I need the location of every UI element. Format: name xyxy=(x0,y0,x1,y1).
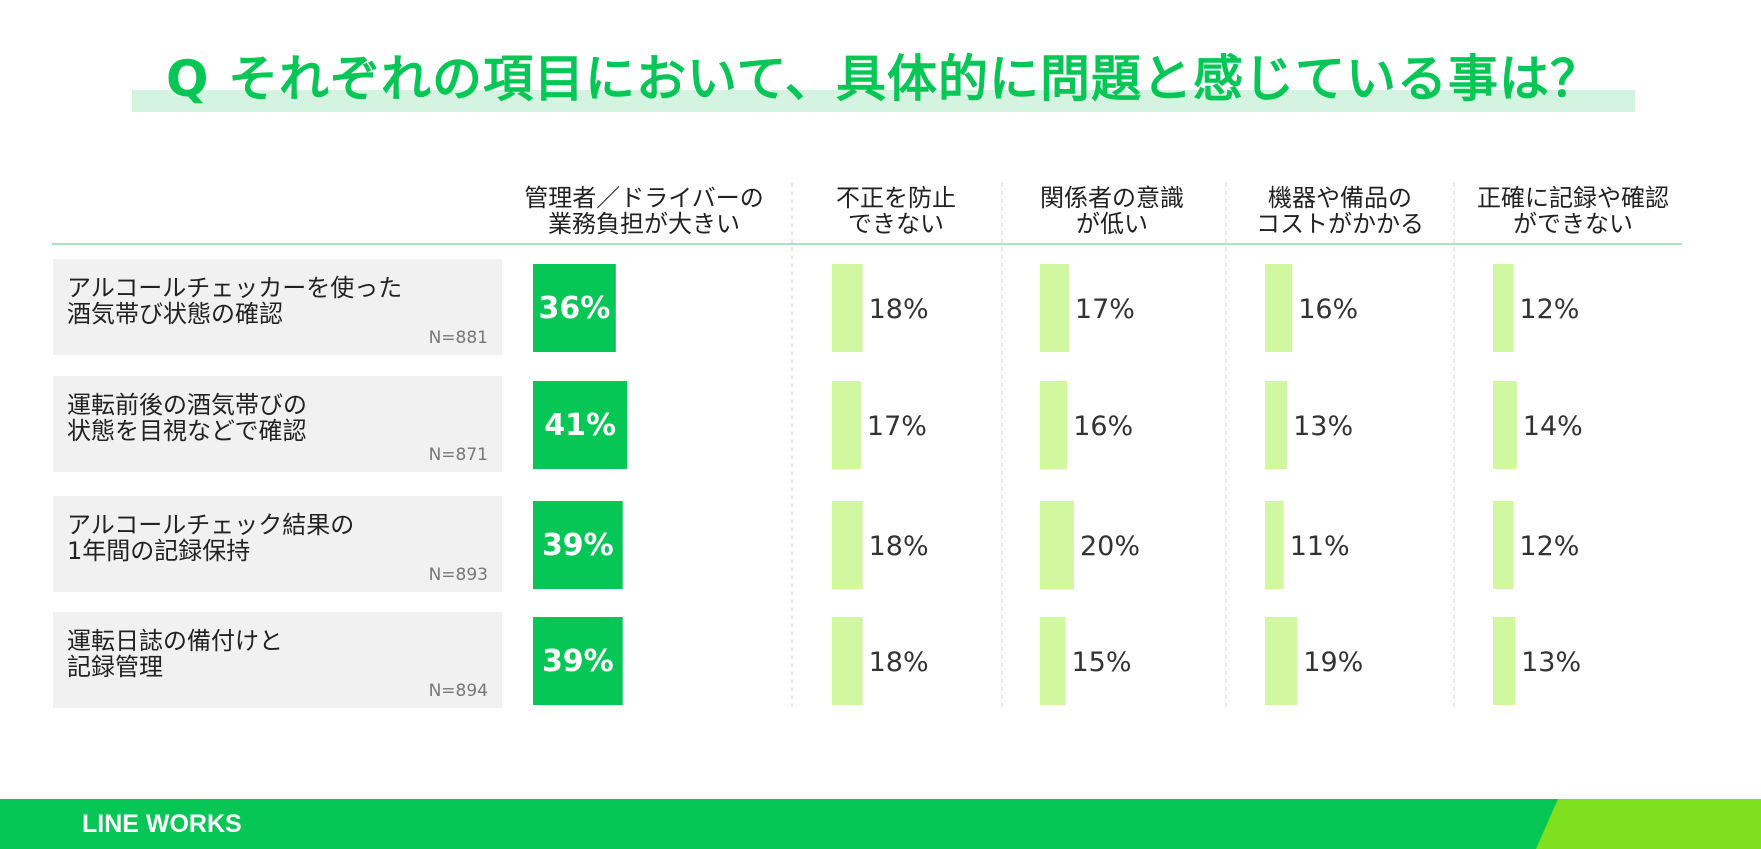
bar-r1-c4 xyxy=(1265,264,1293,352)
row-n-2: N=871 xyxy=(429,445,488,465)
row-label-2: 運転前後の酒気帯びの状態を目視などで確認 xyxy=(67,391,307,445)
bar-r1-c3 xyxy=(1040,264,1069,352)
bar-r2-c3 xyxy=(1040,381,1068,469)
bar-r3-c3 xyxy=(1040,501,1074,589)
bar-r3-c5 xyxy=(1493,501,1514,589)
footer-logo: LINE WORKS xyxy=(82,810,242,838)
footer-accent xyxy=(1536,799,1761,849)
footer-bar: LINE WORKS xyxy=(0,799,1761,849)
value-label-r3-c2: 18% xyxy=(869,531,929,562)
bar-r2-c1 xyxy=(533,381,628,469)
value-label-r1-c4: 16% xyxy=(1298,294,1358,325)
chart-area: 管理者／ドライバーの業務負担が大きい 不正を防止できない 関係者の意識が低い 機器や備… xyxy=(52,183,1682,708)
row-label-box-3 xyxy=(53,496,502,592)
column-header-5: 正確に記録や確認ができない xyxy=(1477,184,1669,238)
column-header-1: 管理者／ドライバーの業務負担が大きい xyxy=(524,184,764,238)
bar-r1-c5 xyxy=(1493,264,1514,352)
value-label-r3-c5: 12% xyxy=(1519,531,1579,562)
bar-r4-c3 xyxy=(1040,617,1066,705)
row-label-1: アルコールチェッカーを使った酒気帯び状態の確認 xyxy=(67,274,402,328)
value-label-r2-c1: 41% xyxy=(544,408,616,443)
bar-r1-c1 xyxy=(533,264,616,352)
value-label-r3-c3: 20% xyxy=(1080,531,1140,562)
value-label-r2-c4: 13% xyxy=(1293,411,1353,442)
value-label-r3-c1: 39% xyxy=(542,528,614,563)
row-n-4: N=894 xyxy=(429,681,488,701)
bar-r2-c5 xyxy=(1493,381,1517,469)
bar-r2-c2 xyxy=(832,381,861,469)
row-n-1: N=881 xyxy=(429,328,488,348)
column-header-2: 不正を防止できない xyxy=(836,184,956,238)
row-label-3: アルコールチェック結果の 1年間の記録保持 xyxy=(67,511,354,565)
value-label-r4-c4: 19% xyxy=(1303,647,1363,678)
bar-r3-c2 xyxy=(832,501,863,589)
value-label-r4-c1: 39% xyxy=(542,644,614,679)
value-label-r1-c1: 36% xyxy=(538,291,610,326)
value-label-r4-c3: 15% xyxy=(1072,647,1132,678)
value-label-r4-c2: 18% xyxy=(869,647,929,678)
value-label-r2-c2: 17% xyxy=(867,411,927,442)
bar-r4-c4 xyxy=(1265,617,1298,705)
value-label-r3-c4: 11% xyxy=(1290,531,1350,562)
value-label-r2-c3: 16% xyxy=(1073,411,1133,442)
bar-r3-c1 xyxy=(533,501,623,589)
value-label-r1-c3: 17% xyxy=(1075,294,1135,325)
bar-r4-c1 xyxy=(533,617,623,705)
value-label-r1-c2: 18% xyxy=(869,294,929,325)
bar-r1-c2 xyxy=(832,264,863,352)
chart-title: Q それぞれの項目において、具体的に問題と感じている事は？ xyxy=(166,50,1601,108)
value-label-r1-c5: 12% xyxy=(1519,294,1579,325)
row-label-box-1 xyxy=(53,259,502,355)
value-label-r2-c5: 14% xyxy=(1523,411,1583,442)
row-n-3: N=893 xyxy=(429,565,488,585)
bar-r4-c5 xyxy=(1493,617,1516,705)
bar-r3-c4 xyxy=(1265,501,1284,589)
title-highlight xyxy=(132,90,1635,112)
column-header-4: 機器や備品のコストがかかる xyxy=(1256,184,1424,238)
bar-r2-c4 xyxy=(1265,381,1288,469)
row-label-box-2 xyxy=(53,376,502,472)
column-header-3: 関係者の意識が低い xyxy=(1040,184,1184,238)
title-block: Q それぞれの項目において、具体的に問題と感じている事は？ xyxy=(132,44,1635,114)
row-label-4: 運転日誌の備付けと記録管理 xyxy=(67,627,283,681)
row-label-box-4 xyxy=(53,612,502,708)
value-label-r4-c5: 13% xyxy=(1521,647,1581,678)
bar-r4-c2 xyxy=(832,617,863,705)
